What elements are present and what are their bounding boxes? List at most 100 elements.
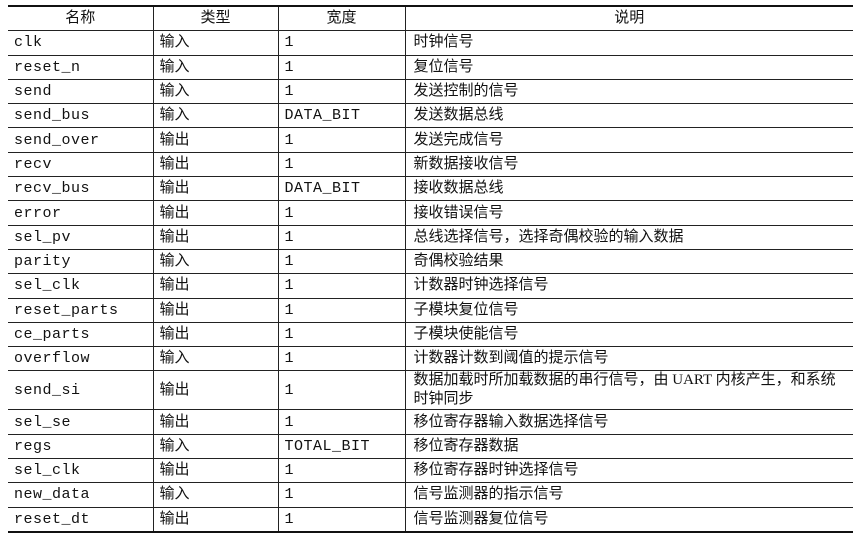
signal-description: 信号监测器复位信号 (404, 506, 853, 533)
signal-description: 时钟信号 (404, 30, 853, 56)
table-row: sel_se 输出 1 移位寄存器输入数据选择信号 (8, 409, 853, 435)
signal-type: 输出 (152, 127, 279, 153)
signal-width: 1 (277, 506, 406, 533)
signal-width: 1 (277, 458, 406, 484)
signal-width: DATA_BIT (277, 176, 406, 202)
signal-width: 1 (277, 151, 406, 178)
header-row: 名称 类型 宽度 说明 (8, 5, 853, 32)
signal-width: 1 (277, 346, 406, 372)
table-row: sel_clk 输出 1 计数器时钟选择信号 (8, 273, 853, 299)
signal-description: 子模块使能信号 (404, 321, 853, 348)
table-row: send 输入 1 发送控制的信号 (8, 78, 853, 105)
signal-type: 输出 (152, 151, 279, 178)
signal-description: 发送完成信号 (404, 127, 853, 153)
signal-description: 奇偶校验结果 (404, 248, 853, 275)
signal-type: 输出 (152, 176, 279, 202)
signal-description: 发送数据总线 (404, 103, 853, 129)
signal-type: 输出 (152, 370, 279, 411)
signal-width: 1 (277, 482, 406, 508)
signal-name: send_over (8, 127, 154, 153)
signal-name: sel_se (8, 409, 154, 435)
signal-description: 复位信号 (404, 54, 853, 80)
signal-name: recv_bus (8, 176, 154, 202)
signal-name: error (8, 200, 154, 226)
signal-description: 移位寄存器数据 (404, 433, 853, 460)
signal-type: 输入 (152, 54, 279, 80)
table-row: reset_dt 输出 1 信号监测器复位信号 (8, 506, 853, 533)
signal-type: 输入 (152, 248, 279, 275)
signal-name: send (8, 78, 154, 105)
signal-width: TOTAL_BIT (277, 433, 406, 460)
signal-name: regs (8, 433, 154, 460)
signal-name: reset_parts (8, 297, 154, 323)
table-row: sel_clk 输出 1 移位寄存器时钟选择信号 (8, 458, 853, 484)
header-type: 类型 (152, 5, 279, 32)
signal-type: 输出 (152, 273, 279, 299)
header-name: 名称 (8, 5, 154, 32)
table-row: sel_pv 输出 1 总线选择信号，选择奇偶校验的输入数据 (8, 224, 853, 250)
signal-width: 1 (277, 273, 406, 299)
header-description: 说明 (404, 5, 853, 32)
signal-type: 输入 (152, 346, 279, 372)
table-row: parity 输入 1 奇偶校验结果 (8, 248, 853, 275)
signal-width: 1 (277, 409, 406, 435)
signal-name: send_si (8, 370, 154, 411)
signal-name: sel_clk (8, 273, 154, 299)
signal-table: 名称 类型 宽度 说明 clk 输入 1 时钟信号 reset_n 输入 1 复位信号 send… (8, 5, 853, 533)
signal-width: 1 (277, 30, 406, 56)
signal-width: 1 (277, 248, 406, 275)
signal-type: 输出 (152, 458, 279, 484)
signal-name: sel_clk (8, 458, 154, 484)
signal-type: 输出 (152, 506, 279, 533)
signal-description: 移位寄存器时钟选择信号 (404, 458, 853, 484)
signal-width: 1 (277, 54, 406, 80)
signal-description: 计数器时钟选择信号 (404, 273, 853, 299)
table-row: send_bus 输入 DATA_BIT 发送数据总线 (8, 103, 853, 129)
signal-name: ce_parts (8, 321, 154, 348)
table-row: reset_n 输入 1 复位信号 (8, 54, 853, 80)
signal-type: 输入 (152, 103, 279, 129)
signal-name: clk (8, 30, 154, 56)
signal-type: 输出 (152, 321, 279, 348)
signal-width: 1 (277, 78, 406, 105)
signal-description: 新数据接收信号 (404, 151, 853, 178)
signal-width: 1 (277, 200, 406, 226)
header-width: 宽度 (277, 5, 406, 32)
signal-type: 输出 (152, 297, 279, 323)
table-row: send_si 输出 1 数据加载时所加载数据的串行信号，由 UART 内核产生，和系… (8, 370, 853, 411)
signal-width: 1 (277, 321, 406, 348)
signal-description: 计数器计数到阈值的提示信号 (404, 346, 853, 372)
table-row: error 输出 1 接收错误信号 (8, 200, 853, 226)
signal-description: 接收错误信号 (404, 200, 853, 226)
table-row: overflow 输入 1 计数器计数到阈值的提示信号 (8, 346, 853, 372)
signal-name: recv (8, 151, 154, 178)
signal-name: overflow (8, 346, 154, 372)
signal-type: 输入 (152, 30, 279, 56)
signal-name: parity (8, 248, 154, 275)
signal-type: 输入 (152, 78, 279, 105)
signal-description: 总线选择信号，选择奇偶校验的输入数据 (404, 224, 853, 250)
signal-name: new_data (8, 482, 154, 508)
table-row: regs 输入 TOTAL_BIT 移位寄存器数据 (8, 433, 853, 460)
table-row: reset_parts 输出 1 子模块复位信号 (8, 297, 853, 323)
signal-name: send_bus (8, 103, 154, 129)
table-row: ce_parts 输出 1 子模块使能信号 (8, 321, 853, 348)
table-row: clk 输入 1 时钟信号 (8, 30, 853, 56)
signal-type: 输出 (152, 200, 279, 226)
signal-description: 数据加载时所加载数据的串行信号，由 UART 内核产生，和系统时钟同步 (404, 370, 853, 411)
signal-description: 信号监测器的指示信号 (404, 482, 853, 508)
table-row: new_data 输入 1 信号监测器的指示信号 (8, 482, 853, 508)
signal-width: 1 (277, 127, 406, 153)
signal-width: DATA_BIT (277, 103, 406, 129)
signal-name: reset_n (8, 54, 154, 80)
signal-name: reset_dt (8, 506, 154, 533)
table-row: recv 输出 1 新数据接收信号 (8, 151, 853, 178)
signal-description: 移位寄存器输入数据选择信号 (404, 409, 853, 435)
table-row: send_over 输出 1 发送完成信号 (8, 127, 853, 153)
signal-name: sel_pv (8, 224, 154, 250)
signal-width: 1 (277, 297, 406, 323)
signal-type: 输出 (152, 409, 279, 435)
table-row: recv_bus 输出 DATA_BIT 接收数据总线 (8, 176, 853, 202)
signal-description: 发送控制的信号 (404, 78, 853, 105)
signal-description: 子模块复位信号 (404, 297, 853, 323)
